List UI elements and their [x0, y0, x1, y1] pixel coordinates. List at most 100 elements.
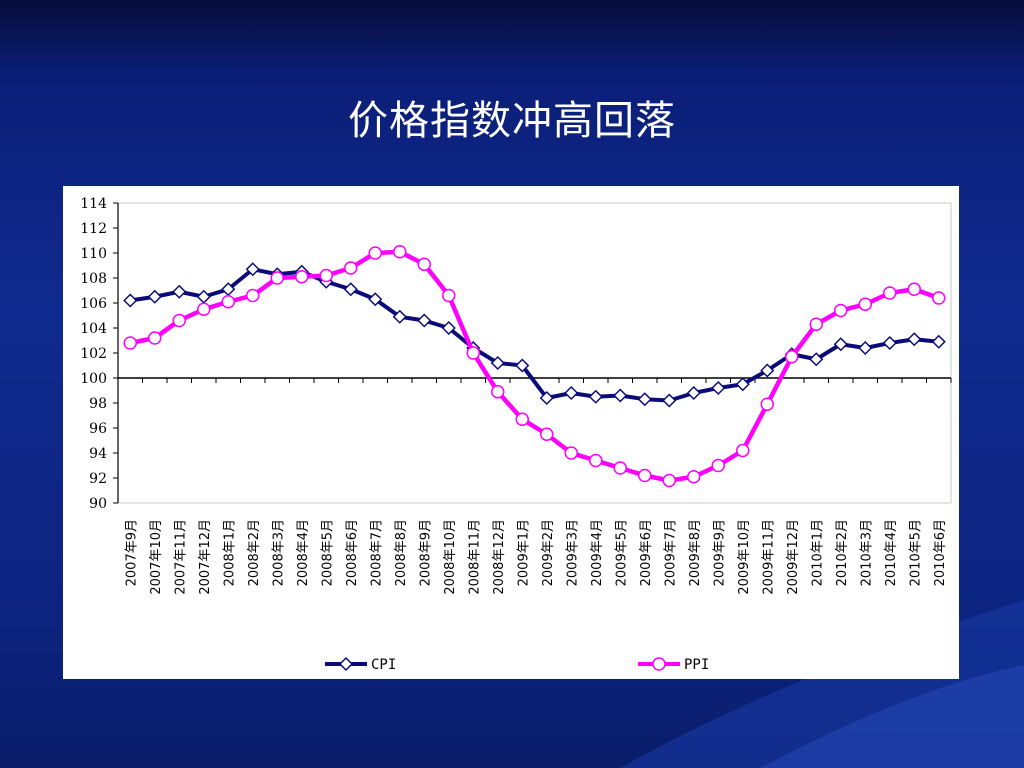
data-point-ppi — [295, 270, 309, 284]
data-point-ppi — [172, 313, 186, 328]
chart-panel: 90 92 94 96 98 100 102 104 106 108 110 112 114 2007年9… — [63, 186, 959, 679]
data-point-ppi — [148, 331, 162, 345]
data-point-ppi — [907, 282, 921, 296]
data-point-cpi — [515, 358, 530, 373]
y-tick-label: 106 — [80, 296, 107, 312]
data-point-ppi — [932, 291, 946, 305]
data-point-cpi — [833, 337, 848, 352]
y-tick-label: 108 — [80, 271, 107, 287]
data-point-ppi — [417, 257, 431, 271]
x-tick-label: 2009年2月 — [541, 519, 556, 586]
data-point-cpi — [172, 284, 187, 299]
data-point-ppi — [809, 317, 823, 331]
x-tick-label: 2009年4月 — [590, 519, 605, 586]
data-point-cpi — [809, 352, 824, 367]
x-tick-label: 2008年7月 — [369, 519, 384, 586]
data-point-ppi — [883, 286, 897, 300]
data-point-cpi — [490, 355, 505, 371]
data-point-ppi — [564, 446, 578, 460]
x-tick-label: 2008年1月 — [222, 519, 237, 586]
legend-entry-ppi: PPI — [638, 657, 709, 673]
data-point-cpi — [123, 293, 138, 308]
data-point-cpi — [686, 385, 701, 401]
x-tick-label: 2007年9月 — [124, 519, 139, 586]
x-tick-label: 2010年1月 — [810, 519, 825, 586]
data-point-cpi — [392, 309, 407, 324]
data-point-cpi — [441, 320, 456, 336]
x-tick-label: 2009年9月 — [712, 519, 727, 586]
x-tick-label: 2008年6月 — [345, 519, 360, 586]
legend-label: CPI — [371, 657, 396, 673]
data-point-cpi — [882, 335, 897, 351]
x-tick-label: 2008年8月 — [394, 519, 409, 586]
x-tick-label: 2007年12月 — [198, 519, 213, 595]
y-tick-label: 100 — [80, 371, 107, 387]
x-tick-label: 2008年2月 — [247, 519, 262, 586]
data-point-cpi — [417, 313, 432, 328]
data-point-cpi — [931, 334, 946, 349]
data-point-ppi — [515, 412, 529, 426]
data-point-cpi — [588, 389, 603, 404]
x-tick-label: 2008年3月 — [271, 519, 286, 586]
data-point-ppi — [540, 427, 554, 441]
legend-label: PPI — [684, 657, 709, 673]
x-tick-label: 2008年11月 — [467, 519, 482, 595]
x-tick-label: 2009年7月 — [663, 519, 678, 586]
x-tick-label: 2010年6月 — [933, 519, 948, 586]
x-tick-label: 2009年8月 — [688, 519, 703, 586]
data-point-cpi — [613, 388, 628, 403]
data-point-ppi — [491, 385, 505, 399]
y-tick-label: 94 — [89, 446, 107, 462]
data-point-ppi — [711, 458, 725, 473]
data-point-ppi — [344, 261, 358, 275]
data-point-ppi — [662, 473, 676, 488]
data-point-ppi — [858, 297, 872, 311]
x-tick-label: 2009年10月 — [737, 519, 752, 595]
y-tick-label: 112 — [80, 221, 107, 237]
data-point-ppi — [736, 443, 750, 458]
x-tick-label: 2008年12月 — [492, 519, 507, 595]
series-ppi — [123, 245, 946, 488]
data-point-ppi — [442, 288, 456, 303]
legend-marker-icon — [652, 657, 666, 671]
x-tick-label: 2009年6月 — [639, 519, 654, 586]
series-cpi — [123, 262, 946, 408]
x-tick-label: 2009年1月 — [516, 519, 531, 586]
data-point-cpi — [735, 377, 750, 392]
series-line-cpi — [129, 267, 939, 403]
data-point-ppi — [221, 295, 235, 309]
x-tick-label: 2010年5月 — [908, 519, 923, 586]
data-point-cpi — [539, 390, 554, 406]
x-tick-label: 2008年10月 — [443, 519, 458, 595]
data-point-cpi — [760, 363, 775, 378]
y-tick-label: 114 — [80, 196, 107, 212]
y-tick-label: 90 — [89, 496, 107, 512]
y-tick-label: 92 — [89, 471, 107, 487]
x-tick-label: 2009年11月 — [761, 519, 776, 595]
data-point-ppi — [197, 302, 211, 316]
data-point-ppi — [368, 246, 382, 260]
x-tick-label: 2008年9月 — [418, 519, 433, 586]
x-tick-label: 2010年2月 — [835, 519, 850, 586]
data-point-cpi — [907, 332, 922, 347]
data-point-ppi — [613, 461, 627, 475]
data-point-cpi — [343, 282, 358, 297]
series-line-ppi — [129, 249, 940, 483]
data-point-ppi — [123, 336, 137, 350]
data-point-ppi — [760, 397, 774, 411]
y-tick-label: 98 — [89, 396, 107, 412]
y-tick-label: 110 — [80, 246, 107, 262]
data-point-cpi — [637, 392, 652, 407]
legend-marker-icon — [338, 656, 354, 672]
data-point-ppi — [270, 271, 284, 285]
slide-title: 价格指数冲高回落 — [348, 98, 676, 144]
x-tick-label: 2010年4月 — [884, 519, 899, 586]
data-point-ppi — [589, 453, 603, 468]
data-point-ppi — [687, 470, 701, 484]
x-tick-label: 2009年12月 — [786, 519, 801, 595]
x-tick-label: 2009年5月 — [614, 519, 629, 586]
data-point-ppi — [466, 346, 480, 360]
legend-entry-cpi: CPI — [325, 656, 396, 673]
line-chart: 90 92 94 96 98 100 102 104 106 108 110 112 114 2007年9… — [80, 196, 952, 673]
data-point-ppi — [785, 350, 799, 364]
